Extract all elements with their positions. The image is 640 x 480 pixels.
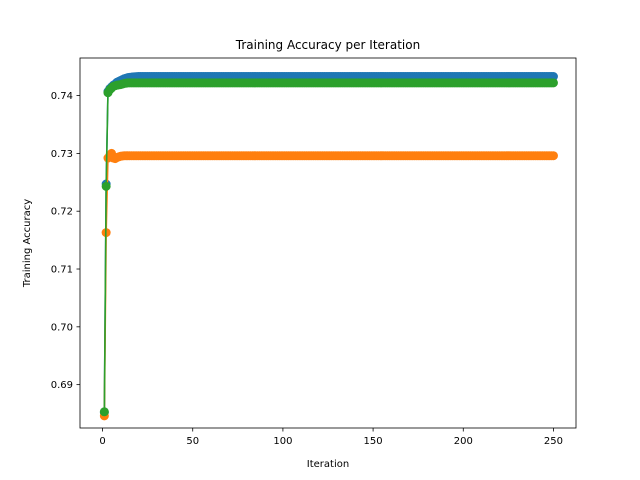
plot-area bbox=[99, 72, 558, 421]
y-tick-label: 0.69 bbox=[51, 380, 73, 391]
series-3 bbox=[99, 78, 558, 417]
x-tick-label: 50 bbox=[186, 436, 199, 447]
x-tick-label: 150 bbox=[364, 436, 383, 447]
y-tick-label: 0.73 bbox=[51, 149, 73, 160]
y-tick-label: 0.74 bbox=[51, 91, 73, 102]
series-2 bbox=[99, 148, 558, 421]
axes: 0 50 100 150 200 250 0.69 0.70 0.71 0.72 0.73 0.74 bbox=[51, 57, 577, 447]
series-2-point bbox=[548, 151, 558, 161]
y-tick-label: 0.72 bbox=[51, 207, 73, 218]
x-tick-label: 100 bbox=[273, 436, 292, 447]
y-tick-label: 0.71 bbox=[51, 265, 73, 276]
x-axis-title: Iteration bbox=[307, 459, 349, 470]
series-3-point bbox=[548, 78, 558, 88]
plot-content bbox=[99, 72, 558, 421]
axes-frame bbox=[79, 57, 577, 429]
series-3-point bbox=[101, 181, 111, 191]
x-tick-label: 250 bbox=[544, 436, 563, 447]
y-axis-title: Training Accuracy bbox=[22, 199, 33, 288]
x-tick-label: 0 bbox=[99, 436, 105, 447]
x-tick-label: 200 bbox=[454, 436, 473, 447]
series-3-point bbox=[99, 407, 109, 417]
y-tick-label: 0.70 bbox=[51, 322, 73, 333]
chart-title: Training Accuracy per Iteration bbox=[235, 38, 420, 52]
